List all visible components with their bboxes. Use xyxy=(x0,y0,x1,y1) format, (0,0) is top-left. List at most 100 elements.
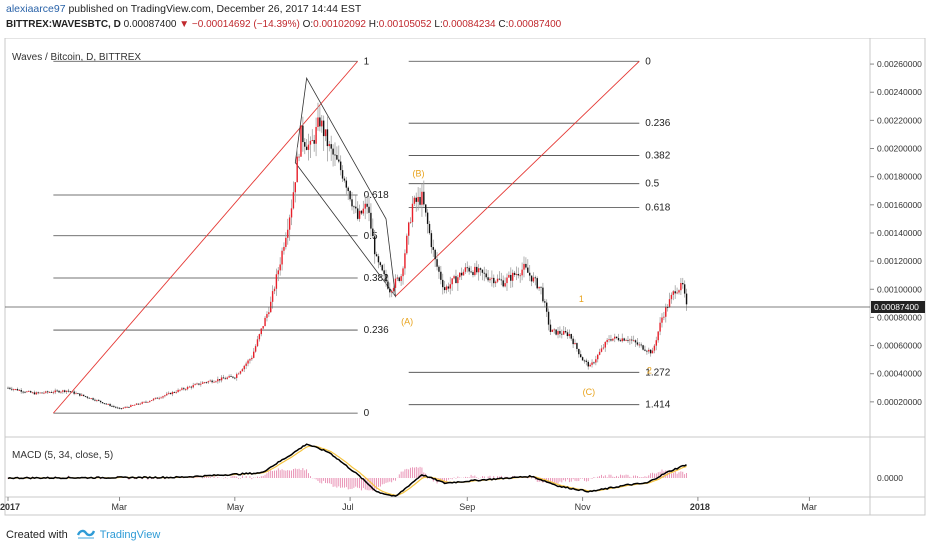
candle-body xyxy=(553,329,555,331)
candle-body xyxy=(154,397,157,399)
candle-body xyxy=(50,392,53,393)
candle-body xyxy=(309,140,312,145)
candle-body xyxy=(290,208,293,218)
candle-body xyxy=(277,270,279,275)
x-tick-label: Mar xyxy=(801,502,817,512)
candle-body xyxy=(330,144,332,149)
candle-body xyxy=(534,277,537,279)
y-tick-label: 0.00120000 xyxy=(877,256,922,266)
candle-body xyxy=(166,393,168,396)
fib-retracement: 10.6180.50.3820.236000.2360.3820.50.6181… xyxy=(53,56,671,419)
candle-body xyxy=(508,274,510,278)
candle-body xyxy=(239,371,242,374)
candle-body xyxy=(213,381,215,383)
candle-body xyxy=(572,338,574,345)
candle-body xyxy=(638,344,641,346)
candle-body xyxy=(542,287,544,302)
candle-body xyxy=(186,386,189,390)
candle-body xyxy=(211,380,213,383)
x-tick-label: Jul xyxy=(342,502,354,512)
candle-body xyxy=(413,197,416,204)
candle-body xyxy=(285,237,287,247)
candle-body xyxy=(625,340,627,342)
candle-body xyxy=(292,192,295,209)
candle-body xyxy=(253,351,255,358)
candle-body xyxy=(680,282,682,291)
macd-pane: 0.0000 xyxy=(7,443,903,497)
candle-body xyxy=(43,392,45,394)
candle-body xyxy=(224,378,227,380)
candle-body xyxy=(143,401,145,403)
fib-level-label: 0.236 xyxy=(364,325,389,336)
candle-body xyxy=(298,156,300,158)
x-tick-label: 2017 xyxy=(0,502,20,512)
candle-body xyxy=(493,277,495,284)
candle-body xyxy=(440,271,442,280)
candle-body xyxy=(234,377,236,379)
candle-body xyxy=(513,272,516,275)
candle-body xyxy=(489,278,491,281)
fib-level-label: 1.272 xyxy=(645,367,670,378)
candle-body xyxy=(65,390,68,392)
candle-body xyxy=(547,311,550,325)
candle-body xyxy=(107,404,109,405)
candle-body xyxy=(642,345,644,350)
candle-body xyxy=(360,210,363,214)
candle-body xyxy=(77,393,79,395)
footer: Created with TradingView xyxy=(6,527,160,542)
candle-body xyxy=(7,387,9,389)
candle-body xyxy=(311,140,314,141)
candle-body xyxy=(328,144,331,147)
candle-body xyxy=(555,329,557,335)
candle-body xyxy=(466,267,469,269)
candle-body xyxy=(634,340,637,343)
candle-body xyxy=(203,382,206,384)
candle-body xyxy=(273,288,276,292)
y-tick-label: 0.00060000 xyxy=(877,341,922,351)
candle-body xyxy=(177,389,179,393)
candle-body xyxy=(218,379,221,381)
candle-body xyxy=(113,406,115,407)
fib-level-label: 0 xyxy=(364,408,370,419)
low-value: 0.00084234 xyxy=(442,19,496,30)
author-link[interactable]: alexiaarce97 xyxy=(6,3,66,15)
candle-body xyxy=(304,142,306,147)
trend-lines xyxy=(53,60,640,414)
candle-body xyxy=(666,307,669,308)
candle-body xyxy=(341,170,344,179)
candle-body xyxy=(201,382,204,384)
candle-body xyxy=(521,269,523,276)
candle-body xyxy=(217,379,219,382)
candle-body xyxy=(343,178,346,181)
candle-body xyxy=(409,222,412,223)
candle-body xyxy=(402,268,404,277)
candle-body xyxy=(232,376,234,378)
candle-body xyxy=(235,374,238,378)
candle-body xyxy=(58,390,60,393)
y-tick-label: 0.00080000 xyxy=(877,312,922,322)
candle-body xyxy=(377,256,380,263)
candle-body xyxy=(11,388,13,390)
candle-body xyxy=(158,397,160,399)
macd-y-tick-label: 0.0000 xyxy=(877,473,903,483)
candle-body xyxy=(672,291,675,295)
candle-body xyxy=(16,389,19,391)
tradingview-brand[interactable]: TradingView xyxy=(99,528,161,541)
candle-body xyxy=(500,279,503,281)
candle-body xyxy=(124,407,126,408)
chart-canvas[interactable]: Waves / Bitcoin, D, BITTREX MACD (5, 34,… xyxy=(0,38,932,516)
candle-body xyxy=(510,274,512,281)
candle-body xyxy=(149,400,151,402)
candle-body xyxy=(302,125,304,143)
trend-line-right xyxy=(395,60,640,297)
candle-body xyxy=(648,349,650,352)
y-tick-label: 0.00020000 xyxy=(877,397,922,407)
y-tick-label: 0.00200000 xyxy=(877,144,922,154)
candle-body xyxy=(627,340,629,342)
candle-body xyxy=(430,233,433,248)
candle-body xyxy=(678,290,680,293)
candle-body xyxy=(428,223,431,234)
candle-body xyxy=(407,222,410,236)
candle-body xyxy=(67,390,70,392)
y-tick-label: 0.00040000 xyxy=(877,369,922,379)
